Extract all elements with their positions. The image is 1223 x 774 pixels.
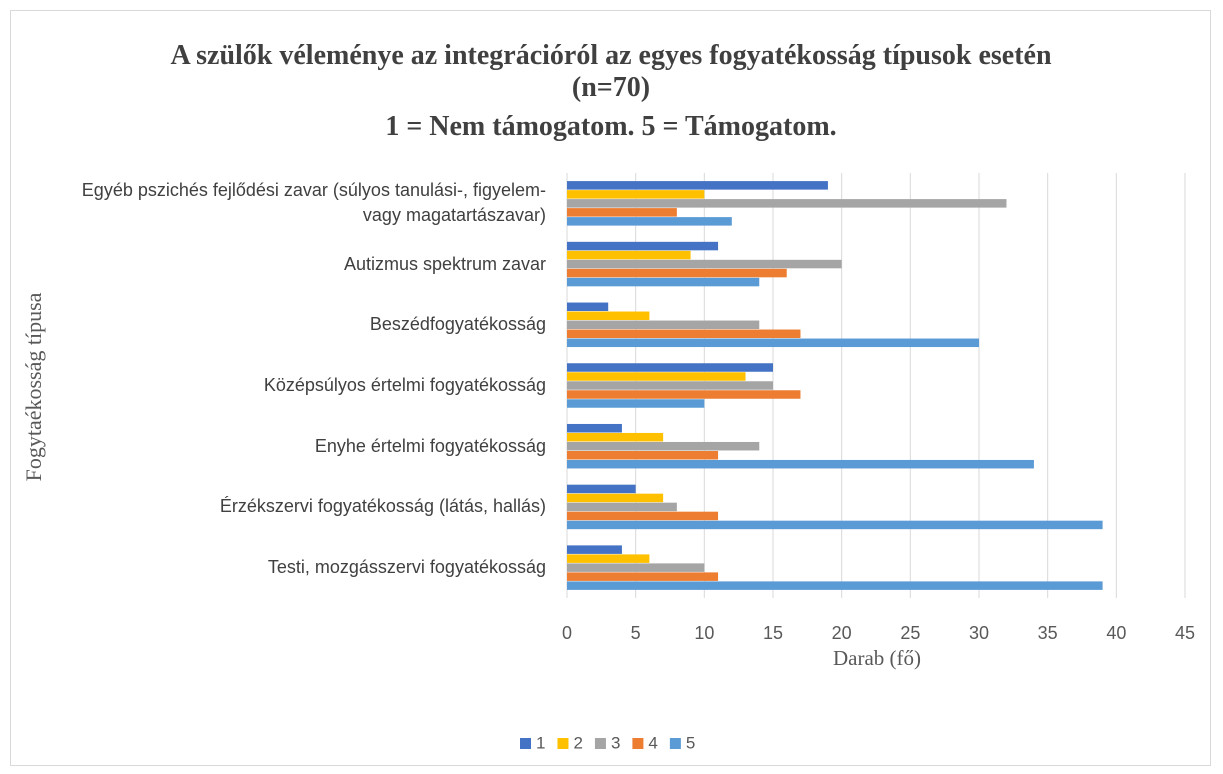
- bar: [567, 399, 705, 408]
- bar: [567, 511, 719, 521]
- bar: [567, 268, 787, 278]
- bar: [567, 390, 801, 399]
- legend-label: 3: [611, 733, 620, 752]
- bar: [567, 302, 609, 312]
- bar: [567, 181, 828, 190]
- legend-swatch: [594, 738, 606, 749]
- y-tick-label: Egyéb pszichés fejlődési zavar (súlyos t…: [81, 180, 546, 226]
- bar: [567, 199, 1007, 208]
- legend-label: 2: [573, 733, 582, 752]
- bar: [567, 563, 705, 572]
- y-tick-label: Érzékszervi fogyatékosság (látás, hallás…: [219, 496, 546, 517]
- chart-frame: [10, 10, 1211, 766]
- bar: [567, 372, 746, 381]
- y-tick-label: Enyhe értelmi fogyatékosság: [314, 435, 546, 456]
- x-tick-label: 35: [1038, 623, 1058, 643]
- y-tick-label: Testi, mozgásszervi fogyatékosság: [267, 557, 546, 578]
- bar: [567, 259, 842, 269]
- bar: [567, 441, 760, 451]
- bar: [567, 381, 773, 390]
- bar: [567, 208, 677, 217]
- bar: [567, 493, 664, 503]
- bar: [567, 277, 760, 287]
- legend-label: 5: [686, 733, 695, 752]
- bar: [567, 450, 719, 460]
- bar: [567, 190, 705, 199]
- bar: [567, 581, 1103, 590]
- legend-label: 1: [536, 733, 545, 752]
- y-axis-label: Fogytaékosság típusa: [21, 292, 46, 481]
- legend-swatch: [632, 738, 644, 749]
- bar: [567, 250, 691, 260]
- x-tick-label: 5: [631, 623, 641, 643]
- x-axis-label: Darab (fő): [833, 646, 921, 670]
- x-tick-label: 45: [1175, 623, 1195, 643]
- bar: [567, 423, 622, 433]
- chart-subtitle: 1 = Nem támogatom. 5 = Támogatom.: [385, 111, 837, 142]
- bar: [567, 459, 1034, 469]
- bar: [567, 502, 677, 512]
- bar: [567, 217, 732, 226]
- bar: [567, 311, 650, 321]
- x-tick-label: 25: [900, 623, 920, 643]
- bar: [567, 554, 650, 563]
- legend-swatch: [557, 738, 569, 749]
- y-tick-label: Autizmus spektrum zavar: [343, 253, 546, 274]
- x-tick-label: 10: [694, 623, 714, 643]
- bar: [567, 363, 773, 372]
- y-tick-label: Beszédfogyatékosság: [369, 314, 546, 335]
- y-tick-label: Középsúlyos értelmi fogyatékosság: [263, 375, 546, 395]
- bar: [567, 484, 636, 494]
- legend-swatch: [520, 738, 531, 749]
- bar: [567, 432, 664, 442]
- bar: [567, 520, 1103, 530]
- bar: [567, 320, 760, 330]
- x-tick-label: 20: [832, 623, 852, 643]
- x-tick-label: 15: [763, 623, 783, 643]
- chart-title: A szülők véleménye az integrációról az e…: [170, 40, 1052, 103]
- legend-swatch: [669, 738, 681, 749]
- x-tick-label: 0: [562, 623, 572, 643]
- bar: [567, 545, 622, 554]
- bar: [567, 329, 801, 339]
- bar: [567, 241, 719, 251]
- bar: [567, 572, 719, 581]
- legend-label: 4: [648, 733, 657, 752]
- bar: [567, 338, 979, 348]
- x-tick-label: 30: [969, 623, 989, 643]
- x-tick-label: 40: [1106, 623, 1126, 643]
